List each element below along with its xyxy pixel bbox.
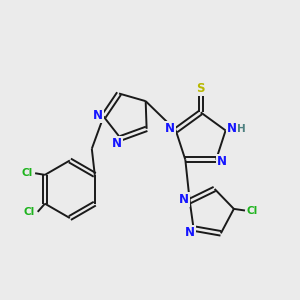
Text: Cl: Cl <box>21 168 32 178</box>
Text: S: S <box>196 82 205 95</box>
Text: N: N <box>93 109 103 122</box>
Text: N: N <box>227 122 237 135</box>
Text: Cl: Cl <box>24 207 35 217</box>
Text: N: N <box>165 122 175 135</box>
Text: N: N <box>112 137 122 150</box>
Text: N: N <box>185 226 195 239</box>
Text: Cl: Cl <box>247 206 258 215</box>
Text: N: N <box>179 193 189 206</box>
Text: H: H <box>237 124 246 134</box>
Text: N: N <box>217 155 227 168</box>
